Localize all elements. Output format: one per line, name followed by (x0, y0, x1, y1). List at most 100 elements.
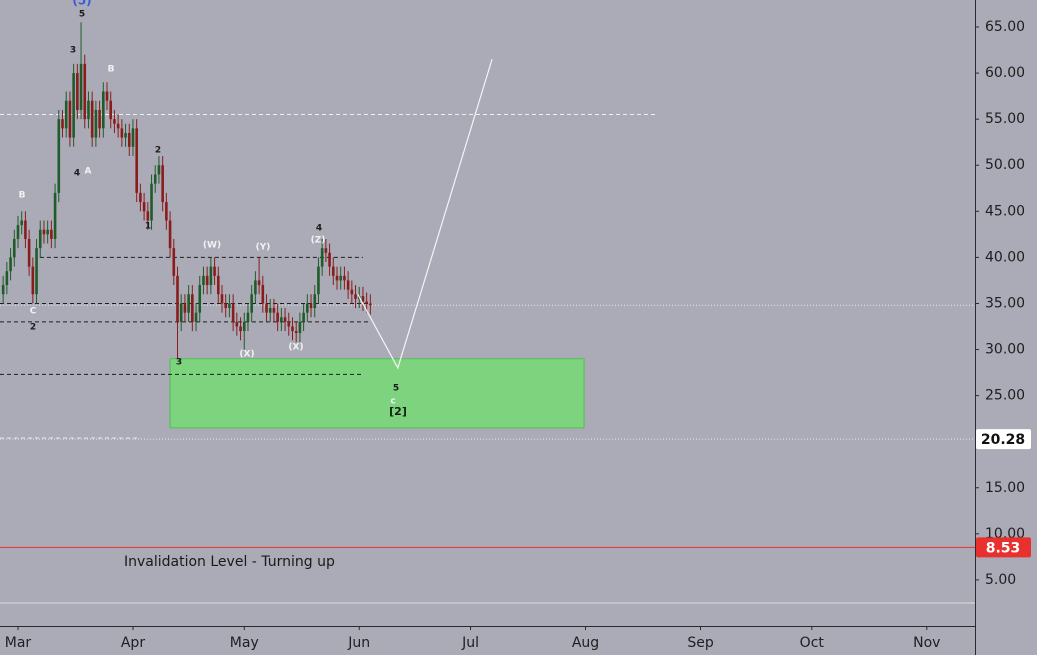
candle-body (235, 321, 239, 327)
candle-body (298, 321, 302, 333)
candle-body (216, 275, 220, 295)
candle-body (27, 238, 31, 267)
candle-body (209, 266, 213, 286)
candle-body (46, 229, 49, 235)
candle-body (35, 248, 38, 295)
candle-body (339, 275, 343, 281)
candle-body (76, 73, 79, 110)
candle-body (246, 312, 250, 322)
candle-body (343, 275, 346, 281)
candle-body (38, 229, 42, 249)
y-tick-label: 5.00 (985, 572, 1016, 588)
candle-body (317, 266, 320, 295)
x-tick-label: Jul (461, 635, 479, 651)
wave-label: 4 (74, 169, 80, 179)
candle-body (257, 280, 261, 286)
candle-body (57, 119, 61, 193)
candle-body (157, 165, 161, 175)
candle-body (328, 252, 331, 267)
candle-body (20, 220, 23, 226)
wave-label: 1 (145, 222, 151, 232)
wave-label: 3 (70, 46, 76, 56)
candle-body (116, 123, 120, 129)
candle-body (265, 303, 268, 313)
candle-body (254, 280, 257, 295)
candle-body (361, 296, 365, 302)
candle-body (176, 275, 179, 322)
x-tick-label: Aug (572, 635, 599, 651)
candle-body (231, 303, 235, 322)
candle-body (313, 294, 317, 309)
candle-body (331, 266, 335, 276)
candle-body (79, 63, 83, 110)
candle-body (113, 119, 116, 124)
candle-body (53, 192, 57, 239)
candle-body (272, 308, 276, 313)
candle-body (287, 321, 291, 327)
y-tick-label: 40.00 (985, 249, 1025, 265)
candle-body (61, 119, 64, 129)
y-tick-label: 60.00 (985, 65, 1025, 81)
candle-body (168, 220, 172, 249)
price-label: 20.28 (981, 432, 1025, 448)
candle-body (150, 183, 153, 221)
candle-body (224, 303, 228, 309)
candle-body (135, 128, 138, 193)
candle-body (42, 229, 46, 235)
x-tick-label: Nov (913, 635, 940, 651)
candle-body (194, 312, 198, 322)
y-tick-label: 35.00 (985, 295, 1025, 311)
candle-body (365, 301, 368, 304)
candle-body (24, 220, 27, 239)
y-tick-label: 45.00 (985, 203, 1025, 219)
candle-body (142, 202, 146, 212)
candle-body (139, 192, 142, 203)
candle-body (102, 91, 105, 129)
wave-label: A (85, 167, 92, 177)
candle-body (16, 225, 20, 239)
candle-body (242, 321, 246, 332)
x-tick-label: May (230, 635, 259, 651)
wave-label: [2] (389, 405, 407, 418)
candle-body (124, 132, 127, 138)
wave-label: (Y) (256, 243, 271, 253)
x-tick-label: Apr (121, 635, 145, 651)
wave-label: C (30, 307, 37, 317)
price-label-box (976, 537, 1031, 558)
candle-body (12, 238, 16, 258)
candle-body (1, 285, 5, 295)
price-label-box (976, 429, 1031, 450)
candle-body (369, 303, 372, 306)
candle-body (9, 257, 12, 272)
y-tick-label: 30.00 (985, 342, 1025, 358)
y-tick-label: 25.00 (985, 388, 1025, 404)
candle-body (202, 275, 205, 286)
candle-body (165, 202, 168, 221)
wave-label: (5) (72, 0, 91, 8)
candle-body (280, 317, 283, 322)
price-label: 8.53 (986, 540, 1021, 556)
candle-body (109, 100, 113, 120)
candle-body (146, 211, 150, 221)
candle-body (291, 326, 294, 332)
candle-body (5, 271, 9, 286)
candle-body (161, 165, 164, 203)
x-tick-label: Mar (5, 635, 32, 651)
candle-body (179, 303, 183, 322)
wave-label: B (108, 65, 115, 75)
wave-label: (X) (288, 343, 303, 353)
candle-body (220, 294, 224, 304)
wave-label: c (390, 397, 395, 407)
candle-body (306, 303, 309, 313)
wave-label: (X) (239, 350, 254, 360)
candle-body (283, 317, 287, 322)
projection-path (357, 59, 493, 370)
candle-body (83, 63, 87, 120)
y-tick-label: 65.00 (985, 19, 1025, 35)
target-zone (169, 358, 585, 429)
y-tick-label: 55.00 (985, 111, 1025, 127)
candle-body (64, 100, 68, 129)
candle-body (90, 100, 94, 138)
candle-body (205, 275, 209, 286)
